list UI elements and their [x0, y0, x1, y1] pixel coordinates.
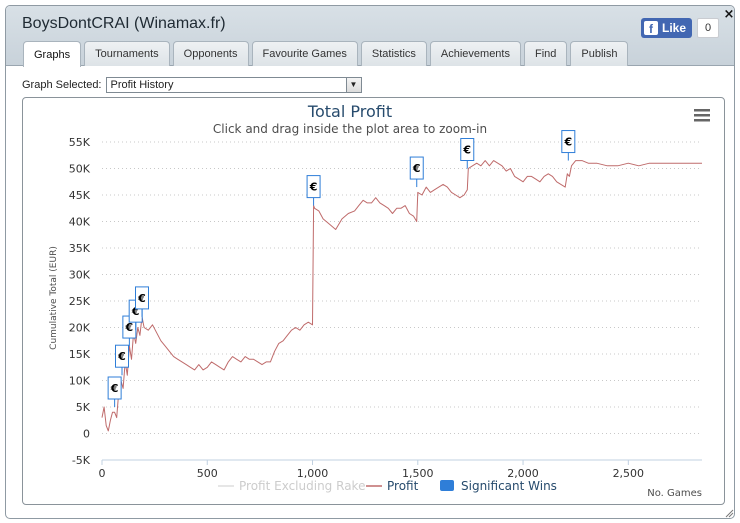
svg-text:€: € [309, 181, 318, 194]
graph-select-value: Profit History [110, 79, 174, 91]
tab-statistics[interactable]: Statistics [360, 41, 427, 66]
chart-container[interactable]: Total Profit Click and drag inside the p… [22, 97, 725, 505]
tab-publish[interactable]: Publish [570, 41, 629, 66]
series-line-profit[interactable] [101, 160, 702, 432]
significant-win-flag[interactable]: € [460, 138, 475, 169]
facebook-like-button[interactable]: f Like [641, 18, 693, 38]
facebook-like-label: Like [662, 21, 687, 35]
svg-text:€: € [131, 305, 140, 318]
y-tick-label: 0 [83, 428, 90, 441]
svg-text:€: € [125, 321, 134, 334]
graph-selector-label: Graph Selected: [22, 79, 102, 91]
svg-text:€: € [462, 144, 471, 157]
svg-text:€: € [110, 382, 119, 395]
y-tick-label: 40K [69, 216, 91, 229]
y-tick-label: 45K [69, 189, 91, 202]
x-tick-label: 0 [99, 467, 106, 480]
y-axis-title: Cumulative Total (EUR) [49, 246, 59, 350]
tab-tournaments[interactable]: Tournaments [84, 41, 170, 66]
y-tick-label: -5K [72, 454, 91, 467]
significant-win-flag[interactable]: € [107, 376, 122, 407]
y-tick-label: 10K [69, 375, 91, 388]
y-tick-label: 15K [69, 348, 91, 361]
y-tick-label: 5K [76, 401, 91, 414]
significant-win-flag[interactable]: € [561, 130, 576, 161]
significant-win-flag[interactable]: € [306, 175, 321, 206]
chart-subtitle: Click and drag inside the plot area to z… [213, 122, 487, 136]
svg-text:€: € [563, 136, 572, 149]
y-tick-label: 20K [69, 322, 91, 335]
significant-win-flag[interactable]: € [409, 156, 424, 188]
graph-select-dropdown[interactable]: Profit History ▼ [105, 77, 362, 93]
window-titlebar: BoysDontCRAI (Winamax.fr) f Like 0 × Gra… [6, 6, 735, 67]
y-tick-label: 30K [69, 269, 91, 282]
legend-item[interactable]: Profit [366, 479, 419, 493]
svg-text:€: € [117, 350, 126, 363]
legend-label: Profit [387, 479, 419, 493]
tab-achievements[interactable]: Achievements [429, 41, 521, 66]
x-tick-label: 2,500 [613, 467, 645, 480]
tab-opponents[interactable]: Opponents [172, 41, 249, 66]
y-tick-label: 55K [69, 136, 91, 149]
profit-chart[interactable]: Total Profit Click and drag inside the p… [23, 98, 724, 504]
profile-window: BoysDontCRAI (Winamax.fr) f Like 0 × Gra… [5, 5, 735, 519]
legend-label: Profit Excluding Rake [239, 479, 365, 493]
significant-win-flag[interactable]: € [135, 286, 149, 317]
tab-bar: Graphs Tournaments Opponents Favourite G… [23, 41, 631, 67]
svg-text:€: € [137, 292, 146, 305]
chevron-down-icon[interactable]: ▼ [345, 78, 361, 92]
significant-win-flag[interactable]: € [115, 344, 129, 376]
graph-selector-row: Graph Selected: Profit History ▼ [22, 77, 362, 93]
y-tick-label: 25K [69, 295, 91, 308]
y-tick-label: 35K [69, 242, 91, 255]
svg-text:€: € [412, 162, 421, 175]
x-tick-label: 1,500 [402, 467, 434, 480]
facebook-like-count: 0 [697, 18, 720, 38]
legend-item[interactable]: Profit Excluding Rake [218, 479, 365, 493]
tab-graphs[interactable]: Graphs [23, 41, 82, 67]
chart-title: Total Profit [307, 102, 392, 121]
x-tick-label: 500 [197, 467, 218, 480]
legend-item[interactable]: Significant Wins [440, 479, 557, 493]
x-axis-title: No. Games [647, 488, 702, 499]
x-tick-label: 2,000 [507, 467, 539, 480]
resize-grip-icon[interactable] [724, 508, 734, 518]
facebook-logo-icon: f [644, 21, 658, 35]
y-tick-label: 50K [69, 163, 91, 176]
window-title: BoysDontCRAI (Winamax.fr) [22, 15, 226, 32]
tab-favourite-games[interactable]: Favourite Games [251, 41, 358, 66]
close-icon[interactable]: × [723, 7, 735, 22]
menu-icon[interactable] [694, 109, 710, 122]
tab-find[interactable]: Find [523, 41, 568, 66]
x-tick-label: 1,000 [297, 467, 329, 480]
facebook-like-widget[interactable]: f Like 0 [641, 18, 720, 38]
legend-label: Significant Wins [461, 479, 557, 493]
